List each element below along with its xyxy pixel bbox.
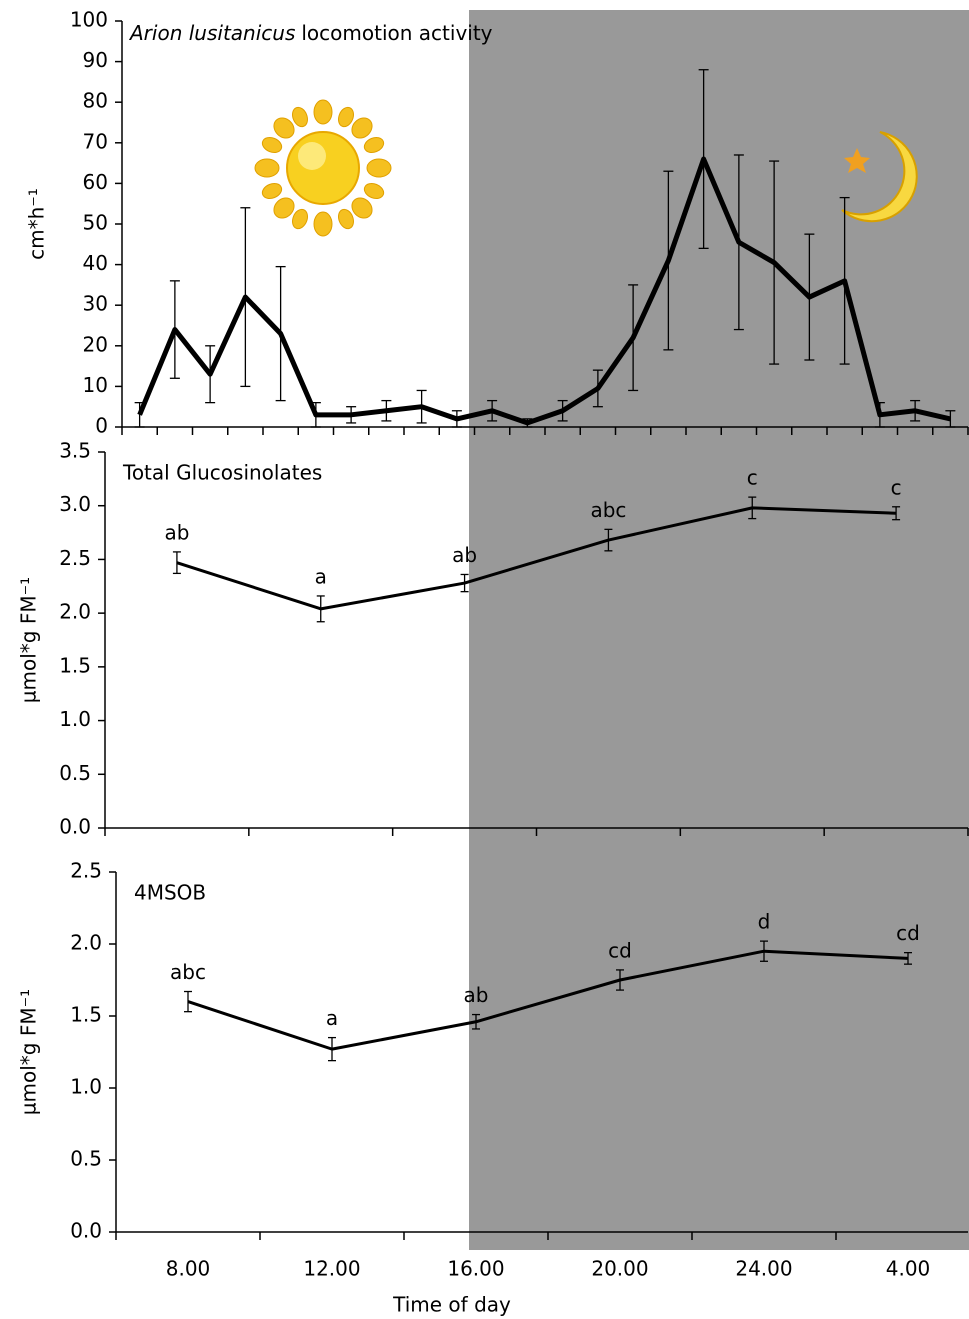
y-tick-label: 70 — [83, 129, 108, 153]
chart: 0 10 20 30 40 50 60 70 80 90 100 Arion lusitanicusl… — [0, 0, 969, 1319]
page: 0 10 20 30 40 50 60 70 80 90 100 Arion lusitanicusl… — [0, 0, 969, 1319]
y-tick-label: 1.5 — [59, 653, 91, 677]
y-tick-label: 1.0 — [59, 707, 91, 731]
y-tick-label: 80 — [83, 89, 108, 113]
y-tick-label: 20 — [83, 332, 108, 356]
significance-label: d — [758, 910, 771, 934]
significance-label: c — [747, 466, 758, 490]
y-tick-label: 1.0 — [70, 1075, 102, 1099]
x-tick-label: 24.00 — [735, 1257, 792, 1281]
chart-title: 4MSOB — [134, 881, 206, 905]
y-tick-label: 2.5 — [59, 546, 91, 570]
y-tick-label: 2.0 — [70, 931, 102, 955]
y-axis-label: µmol*g FM⁻¹ — [17, 989, 41, 1115]
x-tick-label: 12.00 — [303, 1257, 360, 1281]
significance-label: c — [891, 475, 902, 499]
y-axis-label: cm*h⁻¹ — [25, 188, 49, 260]
x-tick-label: 8.00 — [166, 1257, 211, 1281]
y-tick-label: 0 — [95, 414, 108, 438]
y-tick-label: 30 — [83, 292, 108, 316]
title-rest: locomotion activity — [301, 21, 492, 45]
significance-label: cd — [608, 938, 632, 962]
significance-label: ab — [464, 983, 489, 1007]
y-axis-label: µmol*g FM⁻¹ — [17, 577, 41, 703]
title-species: Arion lusitanicus — [128, 21, 295, 45]
significance-label: a — [326, 1006, 338, 1030]
significance-label: abc — [590, 498, 626, 522]
significance-label: ab — [452, 543, 477, 567]
significance-label: a — [315, 564, 327, 588]
y-tick-label: 0.5 — [70, 1147, 102, 1171]
significance-label: cd — [896, 921, 920, 945]
significance-label: abc — [170, 960, 206, 984]
significance-label: ab — [164, 520, 189, 544]
y-tick-label: 0.5 — [59, 761, 91, 785]
y-tick-label: 0.0 — [70, 1219, 102, 1243]
y-tick-label: 0.0 — [59, 815, 91, 839]
y-tick-label: 3.0 — [59, 492, 91, 516]
y-tick-label: 40 — [83, 251, 108, 275]
x-axis-label: Time of day — [392, 1293, 511, 1317]
sun-icon — [255, 100, 391, 236]
y-tick-label: 90 — [83, 48, 108, 72]
y-tick-label: 10 — [83, 373, 108, 397]
y-tick-label: 1.5 — [70, 1003, 102, 1027]
y-tick-label: 2.0 — [59, 600, 91, 624]
y-tick-label: 2.5 — [70, 859, 102, 883]
chart-title: Total Glucosinolates — [122, 461, 322, 485]
y-tick-label: 60 — [83, 170, 108, 194]
y-tick-label: 50 — [83, 211, 108, 235]
y-tick-label: 3.5 — [59, 439, 91, 463]
x-tick-label: 16.00 — [447, 1257, 504, 1281]
y-tick-label: 100 — [70, 8, 108, 32]
x-tick-label: 4.00 — [886, 1257, 931, 1281]
x-tick-label: 20.00 — [591, 1257, 648, 1281]
